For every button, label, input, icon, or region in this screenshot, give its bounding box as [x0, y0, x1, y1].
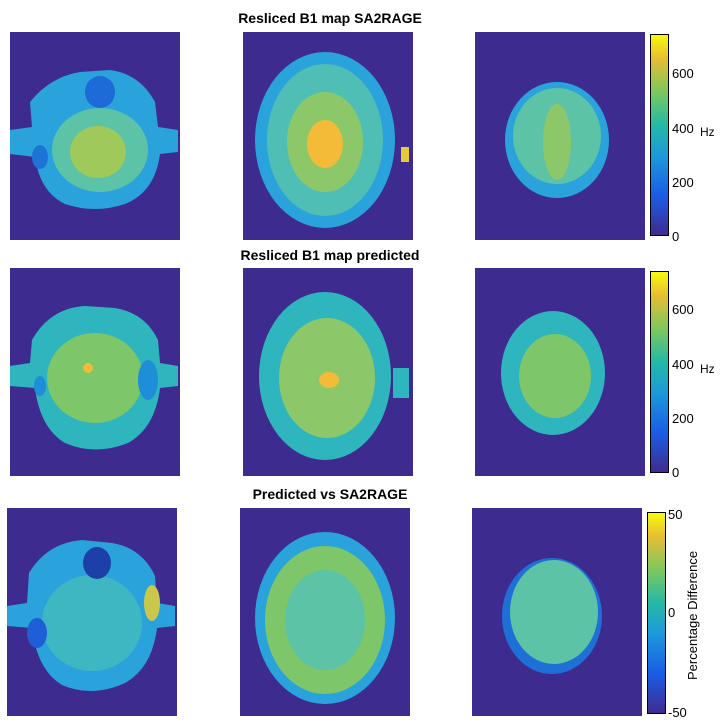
colorbar-hz-1 [650, 34, 669, 236]
colorbar-3-label: Percentage Difference [685, 550, 700, 680]
row-2-title: Resliced B1 map predicted [240, 247, 420, 263]
predicted-axial-mid-image [243, 268, 413, 476]
colorbar-1-unit: Hz [700, 125, 715, 139]
colorbar-1-tick-600: 600 [672, 66, 694, 81]
colorbar-2-tick-600: 600 [672, 302, 694, 317]
colorbar-hz-2 [650, 271, 669, 473]
predicted-axial-superior-image [475, 268, 645, 476]
colorbar-2-tick-400: 400 [672, 357, 694, 372]
colorbar-3-tick-0: 0 [668, 605, 676, 620]
predicted-axial-inferior-image [10, 268, 180, 476]
sa2rage-axial-superior-image [475, 32, 645, 240]
difference-axial-mid-image [240, 508, 410, 716]
sa2rage-axial-inferior-image [10, 32, 180, 240]
colorbar-2-unit: Hz [700, 362, 715, 376]
colorbar-3-tick-neg50: -50 [668, 705, 687, 720]
colorbar-1-tick-0: 0 [672, 229, 680, 244]
colorbar-percent [647, 512, 666, 714]
difference-axial-inferior-image [7, 508, 177, 716]
colorbar-2-tick-200: 200 [672, 411, 694, 426]
colorbar-2-tick-0: 0 [672, 465, 680, 480]
colorbar-3-tick-50: 50 [668, 507, 683, 522]
colorbar-1-tick-400: 400 [672, 121, 694, 136]
sa2rage-axial-mid-image [243, 32, 413, 240]
colorbar-1-tick-200: 200 [672, 175, 694, 190]
row-3-title: Predicted vs SA2RAGE [252, 486, 408, 502]
row-1-title: Resliced B1 map SA2RAGE [238, 10, 422, 26]
difference-axial-superior-image [472, 508, 642, 716]
